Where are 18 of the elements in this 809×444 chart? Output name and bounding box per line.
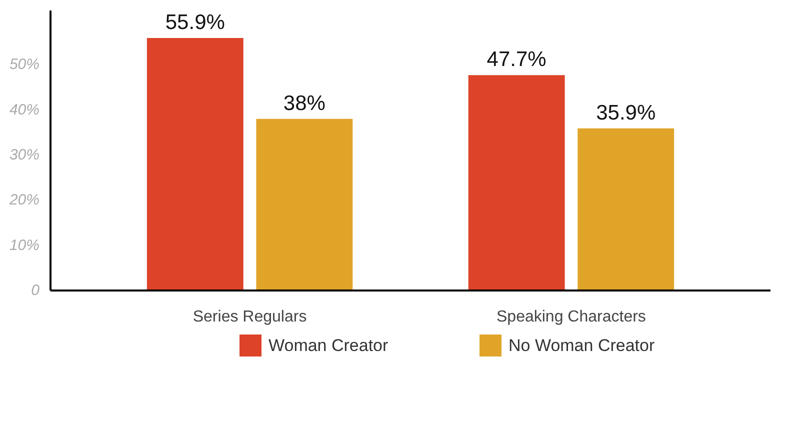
y-tick-label: 10% <box>9 236 40 254</box>
y-tick-label: 40% <box>9 101 40 118</box>
bar <box>256 118 353 290</box>
text: 35.9% <box>596 101 656 124</box>
bar <box>578 128 674 290</box>
legend-label: No Woman Creator <box>508 336 655 355</box>
bar <box>468 75 565 290</box>
x-tick-label: Speaking Characters <box>496 308 646 326</box>
text: 38% <box>283 92 326 115</box>
text: 55.9% <box>165 11 225 34</box>
y-tick-label: 30% <box>9 146 40 164</box>
x-tick-label: Series Regulars <box>192 308 307 326</box>
legend-label: Woman Creator <box>268 336 389 355</box>
y-tick-label: 50% <box>9 56 40 74</box>
y-tick-label: 0 <box>31 282 40 299</box>
bar <box>146 38 244 290</box>
text: 47.7% <box>486 48 546 72</box>
y-tick-label: 20% <box>8 192 40 209</box>
